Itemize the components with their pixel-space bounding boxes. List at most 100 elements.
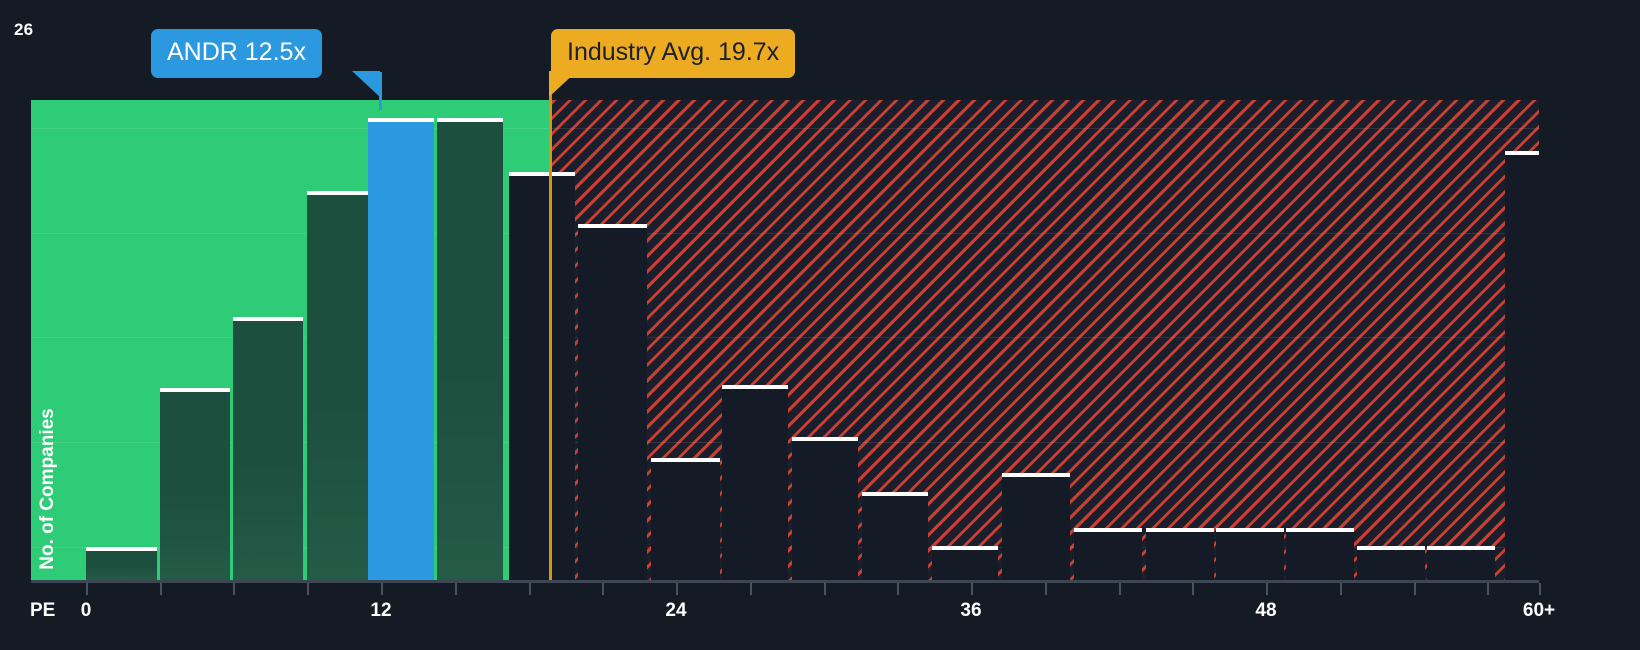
company-pe-callout-label: ANDR 12.5x xyxy=(167,38,306,66)
bar-body xyxy=(932,550,998,580)
x-axis-tick-label: 48 xyxy=(1255,600,1277,621)
x-axis-tick xyxy=(824,583,826,595)
bar-cap xyxy=(1505,151,1539,155)
bar-body xyxy=(862,496,928,580)
bar-body xyxy=(86,551,157,580)
bar-cap xyxy=(307,191,376,195)
bar-cap xyxy=(1357,546,1425,550)
x-axis-tick xyxy=(602,583,604,595)
bar-body xyxy=(1216,532,1284,580)
x-axis-tick xyxy=(307,583,309,595)
x-axis-tick xyxy=(750,583,752,595)
x-axis-tick-label: 12 xyxy=(370,600,392,621)
x-axis-tick xyxy=(1192,583,1194,595)
x-axis-tick xyxy=(971,583,973,595)
bar-cap xyxy=(86,547,157,551)
bar-cap xyxy=(1216,528,1284,532)
bar-body xyxy=(792,441,858,580)
bar[interactable] xyxy=(1002,473,1070,580)
x-axis-tick xyxy=(381,583,383,595)
x-axis-tick xyxy=(1340,583,1342,595)
company-callout-tail xyxy=(352,71,380,97)
bar[interactable] xyxy=(792,437,858,580)
bar-body xyxy=(1286,532,1354,580)
bar[interactable] xyxy=(437,118,503,580)
x-axis-tick xyxy=(1045,583,1047,595)
bar[interactable] xyxy=(1505,151,1539,580)
bar[interactable] xyxy=(86,547,157,580)
bar-cap xyxy=(233,317,303,321)
bar-body xyxy=(509,176,575,580)
company-pe-marker-line xyxy=(379,72,382,110)
bar-cap xyxy=(578,224,647,228)
bar[interactable] xyxy=(1286,528,1354,580)
x-axis-tick-label: 24 xyxy=(665,600,687,621)
x-axis-tick xyxy=(1119,583,1121,595)
bar[interactable] xyxy=(1216,528,1284,580)
bar-body xyxy=(1002,477,1070,580)
x-axis-tick xyxy=(86,583,88,595)
bar[interactable] xyxy=(509,172,575,580)
bar[interactable] xyxy=(651,458,720,580)
bar[interactable] xyxy=(722,385,788,580)
plot-area xyxy=(31,100,1539,580)
bar-cap xyxy=(862,492,928,496)
industry-avg-callout[interactable]: Industry Avg. 19.7x xyxy=(551,29,796,78)
bar-cap xyxy=(1146,528,1214,532)
bar-cap xyxy=(509,172,575,176)
bar[interactable] xyxy=(307,191,376,580)
bar-body xyxy=(651,462,720,580)
x-axis-tick xyxy=(529,583,531,595)
x-axis-tick xyxy=(1414,583,1416,595)
bar[interactable] xyxy=(368,118,434,580)
bar-cap xyxy=(1427,546,1495,550)
x-axis-tick-label: 0 xyxy=(80,600,92,621)
x-axis-tick xyxy=(1266,583,1268,595)
bar-cap xyxy=(368,118,434,122)
bar-cap xyxy=(932,546,998,550)
bar-cap xyxy=(160,388,230,392)
company-pe-callout[interactable]: ANDR 12.5x xyxy=(151,29,322,78)
overvalued-zone xyxy=(552,100,1539,580)
bar[interactable] xyxy=(1146,528,1214,580)
industry-avg-callout-label: Industry Avg. 19.7x xyxy=(567,38,780,66)
bar-cap xyxy=(1074,528,1142,532)
bar-cap xyxy=(1286,528,1354,532)
bar[interactable] xyxy=(1074,528,1142,580)
bar[interactable] xyxy=(1357,546,1425,580)
x-axis-tick xyxy=(676,583,678,595)
x-axis-title: PE xyxy=(30,600,56,621)
bar-cap xyxy=(722,385,788,389)
bar[interactable] xyxy=(1427,546,1495,580)
bar-body xyxy=(437,122,503,580)
bar-body xyxy=(368,122,434,580)
bar-body xyxy=(307,195,376,580)
bar[interactable] xyxy=(862,492,928,580)
x-axis-tick xyxy=(455,583,457,595)
y-axis-max-label: 26 xyxy=(14,20,34,39)
x-axis-tick xyxy=(233,583,235,595)
bar-cap xyxy=(437,118,503,122)
bar-body xyxy=(722,389,788,580)
bar-body xyxy=(1074,532,1142,580)
x-axis-tick xyxy=(160,583,162,595)
bar[interactable] xyxy=(932,546,998,580)
bar[interactable] xyxy=(578,224,647,580)
x-axis-tick-label: 36 xyxy=(960,600,982,621)
bar-body xyxy=(1357,550,1425,580)
x-axis-line xyxy=(31,580,1539,583)
bar[interactable] xyxy=(233,317,303,580)
bar-cap xyxy=(1002,473,1070,477)
bar-body xyxy=(578,228,647,580)
bar-cap xyxy=(792,437,858,441)
bar[interactable] xyxy=(160,388,230,580)
bar-body xyxy=(1146,532,1214,580)
x-axis-tick xyxy=(897,583,899,595)
bar-body xyxy=(1427,550,1495,580)
x-axis-tick xyxy=(1539,583,1541,595)
bar-body xyxy=(160,392,230,580)
industry-avg-marker-line xyxy=(549,72,552,580)
bar-body xyxy=(1505,155,1539,580)
x-axis-tick xyxy=(1487,583,1489,595)
